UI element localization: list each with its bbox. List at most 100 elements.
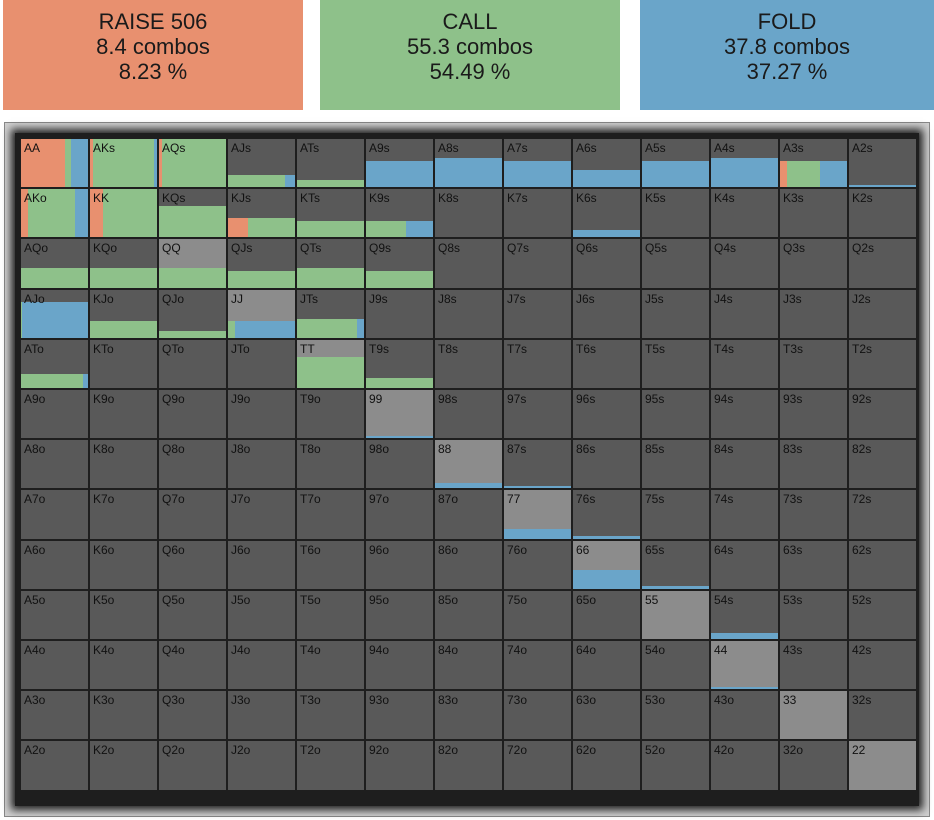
hand-cell-Q6o[interactable]: Q6o [158, 539, 227, 590]
hand-cell-Q2o[interactable]: Q2o [158, 740, 227, 791]
hand-cell-53s[interactable]: 53s [779, 589, 848, 640]
hand-cell-86s[interactable]: 86s [572, 439, 641, 490]
hand-cell-82o[interactable]: 82o [434, 740, 503, 791]
hand-cell-K9s[interactable]: K9s [365, 188, 434, 239]
hand-cell-75s[interactable]: 75s [641, 489, 710, 540]
hand-cell-Q3s[interactable]: Q3s [779, 238, 848, 289]
hand-cell-96s[interactable]: 96s [572, 389, 641, 440]
fold-action-box[interactable]: FOLD 37.8 combos 37.27 % [640, 0, 934, 110]
hand-cell-55[interactable]: 55 [641, 589, 710, 640]
hand-cell-Q4o[interactable]: Q4o [158, 640, 227, 691]
hand-cell-62s[interactable]: 62s [848, 539, 917, 590]
hand-cell-77[interactable]: 77 [503, 489, 572, 540]
hand-cell-Q7o[interactable]: Q7o [158, 489, 227, 540]
hand-cell-84o[interactable]: 84o [434, 640, 503, 691]
hand-cell-62o[interactable]: 62o [572, 740, 641, 791]
hand-cell-43s[interactable]: 43s [779, 640, 848, 691]
hand-cell-93o[interactable]: 93o [365, 690, 434, 741]
hand-cell-98o[interactable]: 98o [365, 439, 434, 490]
hand-cell-K7s[interactable]: K7s [503, 188, 572, 239]
hand-cell-95s[interactable]: 95s [641, 389, 710, 440]
hand-cell-83o[interactable]: 83o [434, 690, 503, 741]
hand-cell-65s[interactable]: 65s [641, 539, 710, 590]
hand-cell-J5o[interactable]: J5o [227, 589, 296, 640]
hand-cell-JJ[interactable]: JJ [227, 288, 296, 339]
hand-cell-32s[interactable]: 32s [848, 690, 917, 741]
hand-cell-J6s[interactable]: J6s [572, 288, 641, 339]
hand-cell-T7o[interactable]: T7o [296, 489, 365, 540]
hand-cell-52o[interactable]: 52o [641, 740, 710, 791]
hand-cell-KQs[interactable]: KQs [158, 188, 227, 239]
hand-cell-J4o[interactable]: J4o [227, 640, 296, 691]
hand-cell-T2o[interactable]: T2o [296, 740, 365, 791]
hand-cell-Q3o[interactable]: Q3o [158, 690, 227, 741]
hand-cell-A5o[interactable]: A5o [20, 589, 89, 640]
hand-cell-Q5s[interactable]: Q5s [641, 238, 710, 289]
hand-cell-KTo[interactable]: KTo [89, 338, 158, 389]
hand-cell-53o[interactable]: 53o [641, 690, 710, 741]
hand-cell-99[interactable]: 99 [365, 389, 434, 440]
hand-cell-K6s[interactable]: K6s [572, 188, 641, 239]
hand-cell-44[interactable]: 44 [710, 640, 779, 691]
hand-cell-97s[interactable]: 97s [503, 389, 572, 440]
hand-cell-54o[interactable]: 54o [641, 640, 710, 691]
hand-cell-73s[interactable]: 73s [779, 489, 848, 540]
hand-cell-ATs[interactable]: ATs [296, 138, 365, 189]
call-action-box[interactable]: CALL 55.3 combos 54.49 % [320, 0, 620, 110]
hand-cell-97o[interactable]: 97o [365, 489, 434, 540]
hand-cell-T3o[interactable]: T3o [296, 690, 365, 741]
hand-cell-J9s[interactable]: J9s [365, 288, 434, 339]
hand-cell-74s[interactable]: 74s [710, 489, 779, 540]
hand-cell-J3s[interactable]: J3s [779, 288, 848, 339]
hand-cell-ATo[interactable]: ATo [20, 338, 89, 389]
hand-cell-A4s[interactable]: A4s [710, 138, 779, 189]
hand-cell-AA[interactable]: AA [20, 138, 89, 189]
hand-cell-QJo[interactable]: QJo [158, 288, 227, 339]
hand-cell-T4s[interactable]: T4s [710, 338, 779, 389]
hand-cell-AJo[interactable]: AJo [20, 288, 89, 339]
hand-cell-QTo[interactable]: QTo [158, 338, 227, 389]
hand-cell-T9s[interactable]: T9s [365, 338, 434, 389]
hand-cell-K3o[interactable]: K3o [89, 690, 158, 741]
hand-cell-A3s[interactable]: A3s [779, 138, 848, 189]
hand-cell-A9s[interactable]: A9s [365, 138, 434, 189]
hand-cell-K8o[interactable]: K8o [89, 439, 158, 490]
hand-cell-88[interactable]: 88 [434, 439, 503, 490]
hand-cell-K5o[interactable]: K5o [89, 589, 158, 640]
hand-cell-66[interactable]: 66 [572, 539, 641, 590]
hand-cell-T6o[interactable]: T6o [296, 539, 365, 590]
hand-cell-J6o[interactable]: J6o [227, 539, 296, 590]
hand-cell-94o[interactable]: 94o [365, 640, 434, 691]
hand-cell-K2s[interactable]: K2s [848, 188, 917, 239]
hand-cell-T4o[interactable]: T4o [296, 640, 365, 691]
hand-cell-T7s[interactable]: T7s [503, 338, 572, 389]
hand-cell-QQ[interactable]: QQ [158, 238, 227, 289]
hand-cell-K7o[interactable]: K7o [89, 489, 158, 540]
hand-cell-94s[interactable]: 94s [710, 389, 779, 440]
hand-cell-76o[interactable]: 76o [503, 539, 572, 590]
hand-cell-T8o[interactable]: T8o [296, 439, 365, 490]
hand-cell-J8o[interactable]: J8o [227, 439, 296, 490]
hand-cell-J5s[interactable]: J5s [641, 288, 710, 339]
hand-cell-Q4s[interactable]: Q4s [710, 238, 779, 289]
hand-cell-J7o[interactable]: J7o [227, 489, 296, 540]
hand-cell-65o[interactable]: 65o [572, 589, 641, 640]
hand-cell-T9o[interactable]: T9o [296, 389, 365, 440]
hand-cell-Q8o[interactable]: Q8o [158, 439, 227, 490]
hand-cell-J9o[interactable]: J9o [227, 389, 296, 440]
hand-cell-Q2s[interactable]: Q2s [848, 238, 917, 289]
hand-cell-A2o[interactable]: A2o [20, 740, 89, 791]
hand-cell-85s[interactable]: 85s [641, 439, 710, 490]
hand-cell-86o[interactable]: 86o [434, 539, 503, 590]
hand-cell-JTo[interactable]: JTo [227, 338, 296, 389]
hand-cell-72s[interactable]: 72s [848, 489, 917, 540]
hand-cell-A3o[interactable]: A3o [20, 690, 89, 741]
hand-cell-T2s[interactable]: T2s [848, 338, 917, 389]
hand-cell-K3s[interactable]: K3s [779, 188, 848, 239]
hand-cell-64o[interactable]: 64o [572, 640, 641, 691]
hand-cell-A8s[interactable]: A8s [434, 138, 503, 189]
hand-cell-QJs[interactable]: QJs [227, 238, 296, 289]
hand-cell-QTs[interactable]: QTs [296, 238, 365, 289]
hand-cell-A5s[interactable]: A5s [641, 138, 710, 189]
hand-cell-85o[interactable]: 85o [434, 589, 503, 640]
